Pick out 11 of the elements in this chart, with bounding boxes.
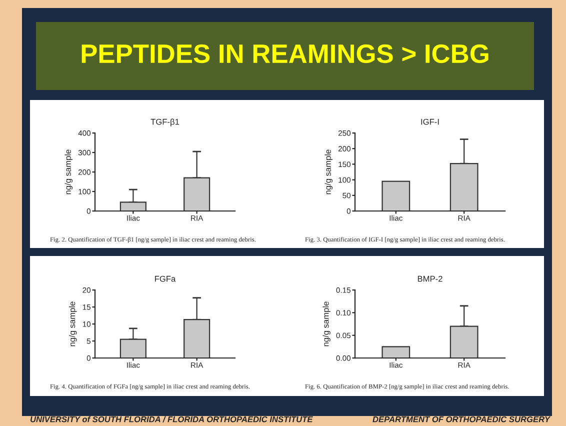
- y-axis-title: ng/g sample: [64, 150, 73, 194]
- text: PEPTIDES IN REAMINGS > ICBG: [82, 44, 488, 64]
- text: UNIVERSITY of SOUTH FLORIDA / FLORIDA ORTHOPAEDIC INSTITUTE: [30, 416, 313, 422]
- y-axis-title: ng/g sample: [69, 302, 77, 346]
- text: DEPARTMENT OF ORTHOPAEDIC SURGERY: [372, 416, 551, 422]
- chart-title: TGF-β1: [150, 118, 180, 126]
- y-axis-title: ng/g sample: [324, 150, 333, 194]
- chart-title: IGF-I: [421, 118, 439, 125]
- y-axis-title: ng/g sample: [322, 302, 330, 346]
- chart-title: FGFa: [155, 276, 176, 282]
- chart-title: BMP-2: [418, 276, 442, 282]
